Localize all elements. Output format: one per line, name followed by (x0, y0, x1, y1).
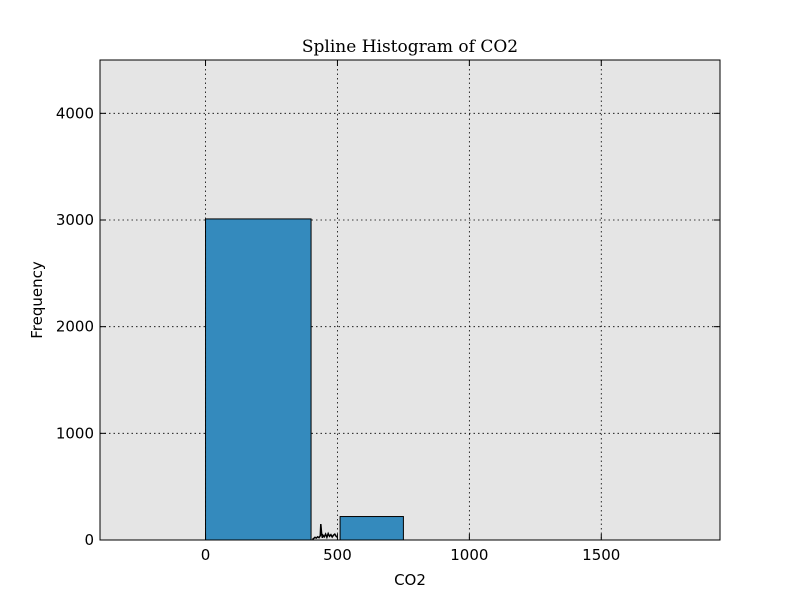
histogram-bars (205, 218, 404, 541)
y-tick-label: 2000 (56, 318, 94, 336)
x-tick-label: 1000 (450, 546, 488, 564)
x-tick-label: 500 (323, 546, 352, 564)
y-axis-label: Frequency (28, 261, 46, 339)
axes-frame (99, 59, 721, 541)
x-tick-label: 1500 (582, 546, 620, 564)
spline-curve (311, 523, 338, 541)
y-tick-label: 1000 (56, 424, 94, 442)
axes-background (100, 60, 720, 540)
x-axis-label: CO2 (394, 571, 426, 589)
histogram-bar (205, 218, 312, 541)
x-axis-ticks: 0 500 1000 1500 (201, 60, 620, 564)
y-tick-label: 4000 (56, 104, 94, 122)
histogram-bar (339, 516, 404, 541)
y-tick-label: 3000 (56, 211, 94, 229)
x-tick-label: 0 (201, 546, 211, 564)
y-tick-label: 0 (84, 531, 94, 549)
y-axis-ticks: 0 1000 2000 3000 4000 (56, 104, 720, 549)
chart-title: Spline Histogram of CO2 (302, 37, 518, 57)
